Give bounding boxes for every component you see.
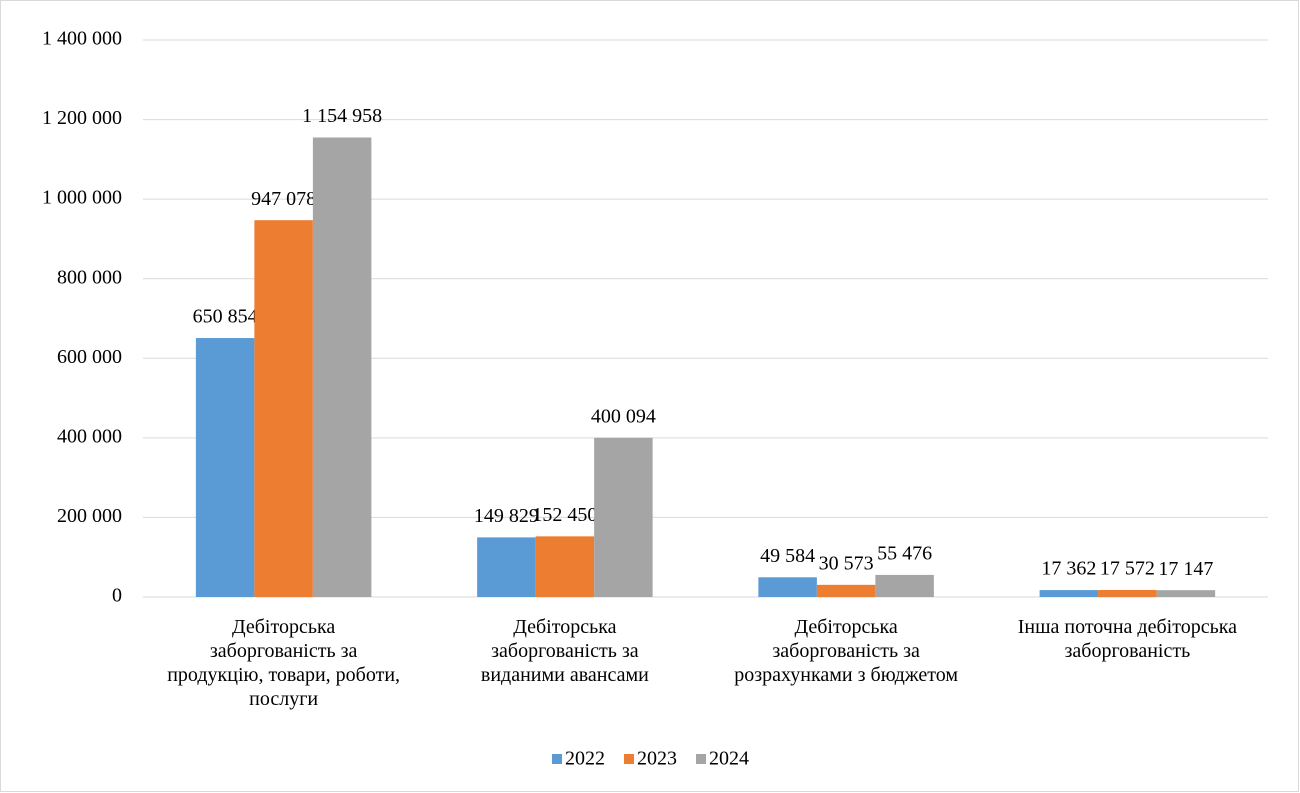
legend-swatch [624, 754, 634, 764]
bar [195, 338, 255, 597]
y-tick-label: 400 000 [57, 425, 122, 447]
x-tick-label-line: заборгованість за [772, 640, 920, 662]
data-label: 49 584 [760, 545, 815, 567]
data-label: 149 829 [474, 505, 539, 527]
legend-swatch [552, 754, 562, 764]
data-label: 17 147 [1158, 558, 1213, 580]
bar [875, 574, 934, 597]
bar [1039, 590, 1099, 597]
x-tick-label-line: розрахунками з бюджетом [734, 664, 958, 686]
bar [254, 220, 313, 598]
x-tick-label-line: Інша поточна дебіторська [1018, 616, 1237, 638]
bar [312, 137, 372, 598]
x-tick-label-line: заборгованість за [210, 640, 358, 662]
bar [594, 437, 653, 597]
y-tick-label: 1 200 000 [42, 107, 122, 129]
x-tick-label: Дебіторська заборгованість за розрахунками… [734, 616, 958, 686]
data-label: 30 573 [819, 552, 874, 574]
legend-label: 2023 [637, 748, 677, 770]
legend-label: 2024 [709, 748, 749, 770]
x-tick-label-line: Дебіторська [794, 616, 897, 638]
x-tick-label-line: заборгованість за [491, 640, 639, 662]
x-tick-label: Дебіторська заборгованість за продукцію, т… [167, 616, 400, 710]
legend-swatch [696, 754, 706, 764]
x-tick-label: Дебіторська заборгованість за виданими ава… [481, 616, 649, 686]
data-label: 17 362 [1041, 558, 1096, 580]
x-tick-label: Інша поточна дебіторська заборгованість [1018, 616, 1237, 662]
data-label: 152 450 [532, 504, 597, 526]
x-tick-label-line: послуги [249, 688, 318, 710]
y-tick-label: 0 [112, 585, 122, 607]
bar [535, 536, 595, 597]
data-label: 400 094 [591, 405, 656, 427]
bar [1156, 590, 1216, 597]
data-label: 55 476 [877, 543, 932, 565]
y-tick-label: 1 400 000 [42, 28, 122, 50]
bar [758, 577, 817, 597]
x-tick-label-line: заборгованість [1065, 640, 1191, 662]
data-label: 947 078 [251, 188, 316, 210]
x-tick-label-line: Дебіторська [513, 616, 616, 638]
y-tick-label: 1 000 000 [42, 187, 122, 209]
data-label: 1 154 958 [302, 105, 382, 127]
legend-label: 2022 [565, 748, 605, 770]
data-label: 17 572 [1100, 558, 1155, 580]
y-tick-label: 600 000 [57, 346, 122, 368]
x-tick-label-line: виданими авансами [481, 664, 649, 686]
bar [477, 537, 536, 597]
bar [816, 584, 876, 597]
x-tick-label-line: Дебіторська [232, 616, 335, 638]
y-tick-label: 200 000 [57, 505, 122, 527]
y-tick-label: 800 000 [57, 266, 122, 288]
x-tick-label-line: продукцію, товари, роботи, [167, 664, 400, 686]
bar [1098, 590, 1157, 597]
data-label: 650 854 [193, 306, 258, 328]
